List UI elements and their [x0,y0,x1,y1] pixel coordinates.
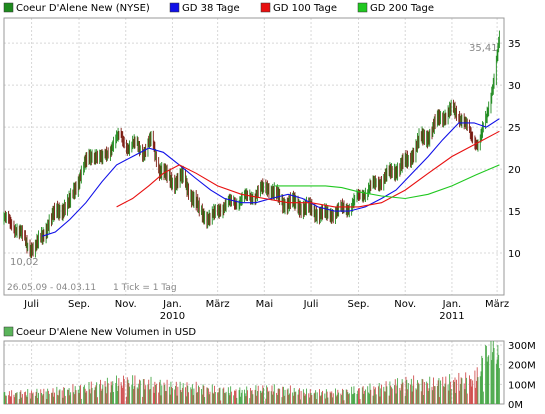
legend: Coeur D'Alene New (NYSE) GD 38 Tage GD 1… [3,2,434,14]
min-price-label: 10,02 [10,257,39,268]
price-y-axis: 10 15 20 25 30 35 [508,39,521,260]
legend-swatch-gd38 [169,2,180,13]
price-bars [3,30,500,259]
price-y-tick-label: 10 [508,249,521,260]
price-x-tick-label: Jan. [442,299,462,310]
volume-plot-frame [3,340,505,405]
legend-label-gd38: GD 38 Tage [182,3,240,14]
volume-legend-swatch [3,326,14,337]
price-x-tick-label: Sep. [68,299,90,310]
price-x-tick-label: Juli [303,299,319,310]
price-x-tick-label: Mai [256,299,274,310]
price-y-tick-label: 30 [508,81,521,92]
legend-swatch-price [3,2,14,13]
legend-label-gd100: GD 100 Tage [273,3,337,14]
volume-y-tick-label: 300M [508,341,536,352]
ma-line-gd-100-tage [116,130,500,208]
price-y-tick-label: 15 [508,207,521,218]
price-x-tick-label: März [485,299,509,310]
volume-legend: Coeur D'Alene New Volumen in USD [3,326,196,338]
price-x-tick-label: März [206,299,230,310]
moving-average-lines [42,118,500,237]
price-x-tick-label: Nov. [115,299,137,310]
ma-line-gd-200-tage [275,164,500,200]
price-y-tick-label: 20 [508,165,521,176]
legend-swatch-gd200 [357,2,368,13]
volume-y-tick-label: 100M [508,380,536,391]
price-annotations: 35,41 10,02 26.05.09 - 04.03.11 1 Tick =… [7,43,498,293]
tick-info-label: 1 Tick = 1 Tag [113,283,177,293]
price-x-year-label: 2010 [160,311,185,322]
price-x-year-label: 2011 [439,311,464,322]
max-price-label: 35,41 [469,43,498,54]
price-plot-frame [3,17,505,296]
legend-label-gd200: GD 200 Tage [370,3,434,14]
legend-label-price: Coeur D'Alene New (NYSE) [16,3,150,14]
ma-line-gd-38-tage [42,118,500,237]
volume-y-tick-label: 0M [508,400,523,410]
volume-bars [3,341,500,404]
volume-title: Coeur D'Alene New Volumen in USD [16,327,196,338]
price-x-axis: Juli Sep. Nov. Jan. März Mai Juli Sep. Nov. Jan. M… [23,299,509,322]
price-y-tick-label: 25 [508,123,521,134]
legend-swatch-gd100 [260,2,271,13]
volume-y-tick-label: 200M [508,361,536,372]
price-grid [4,18,504,295]
price-x-tick-label: Sep. [348,299,370,310]
date-range-label: 26.05.09 - 04.03.11 [7,283,96,293]
price-x-tick-label: Jan. [162,299,182,310]
price-x-tick-label: Juli [23,299,39,310]
volume-y-axis: 0M 100M 200M 300M [508,341,536,411]
price-x-tick-label: Nov. [394,299,416,310]
price-y-tick-label: 35 [508,39,521,50]
